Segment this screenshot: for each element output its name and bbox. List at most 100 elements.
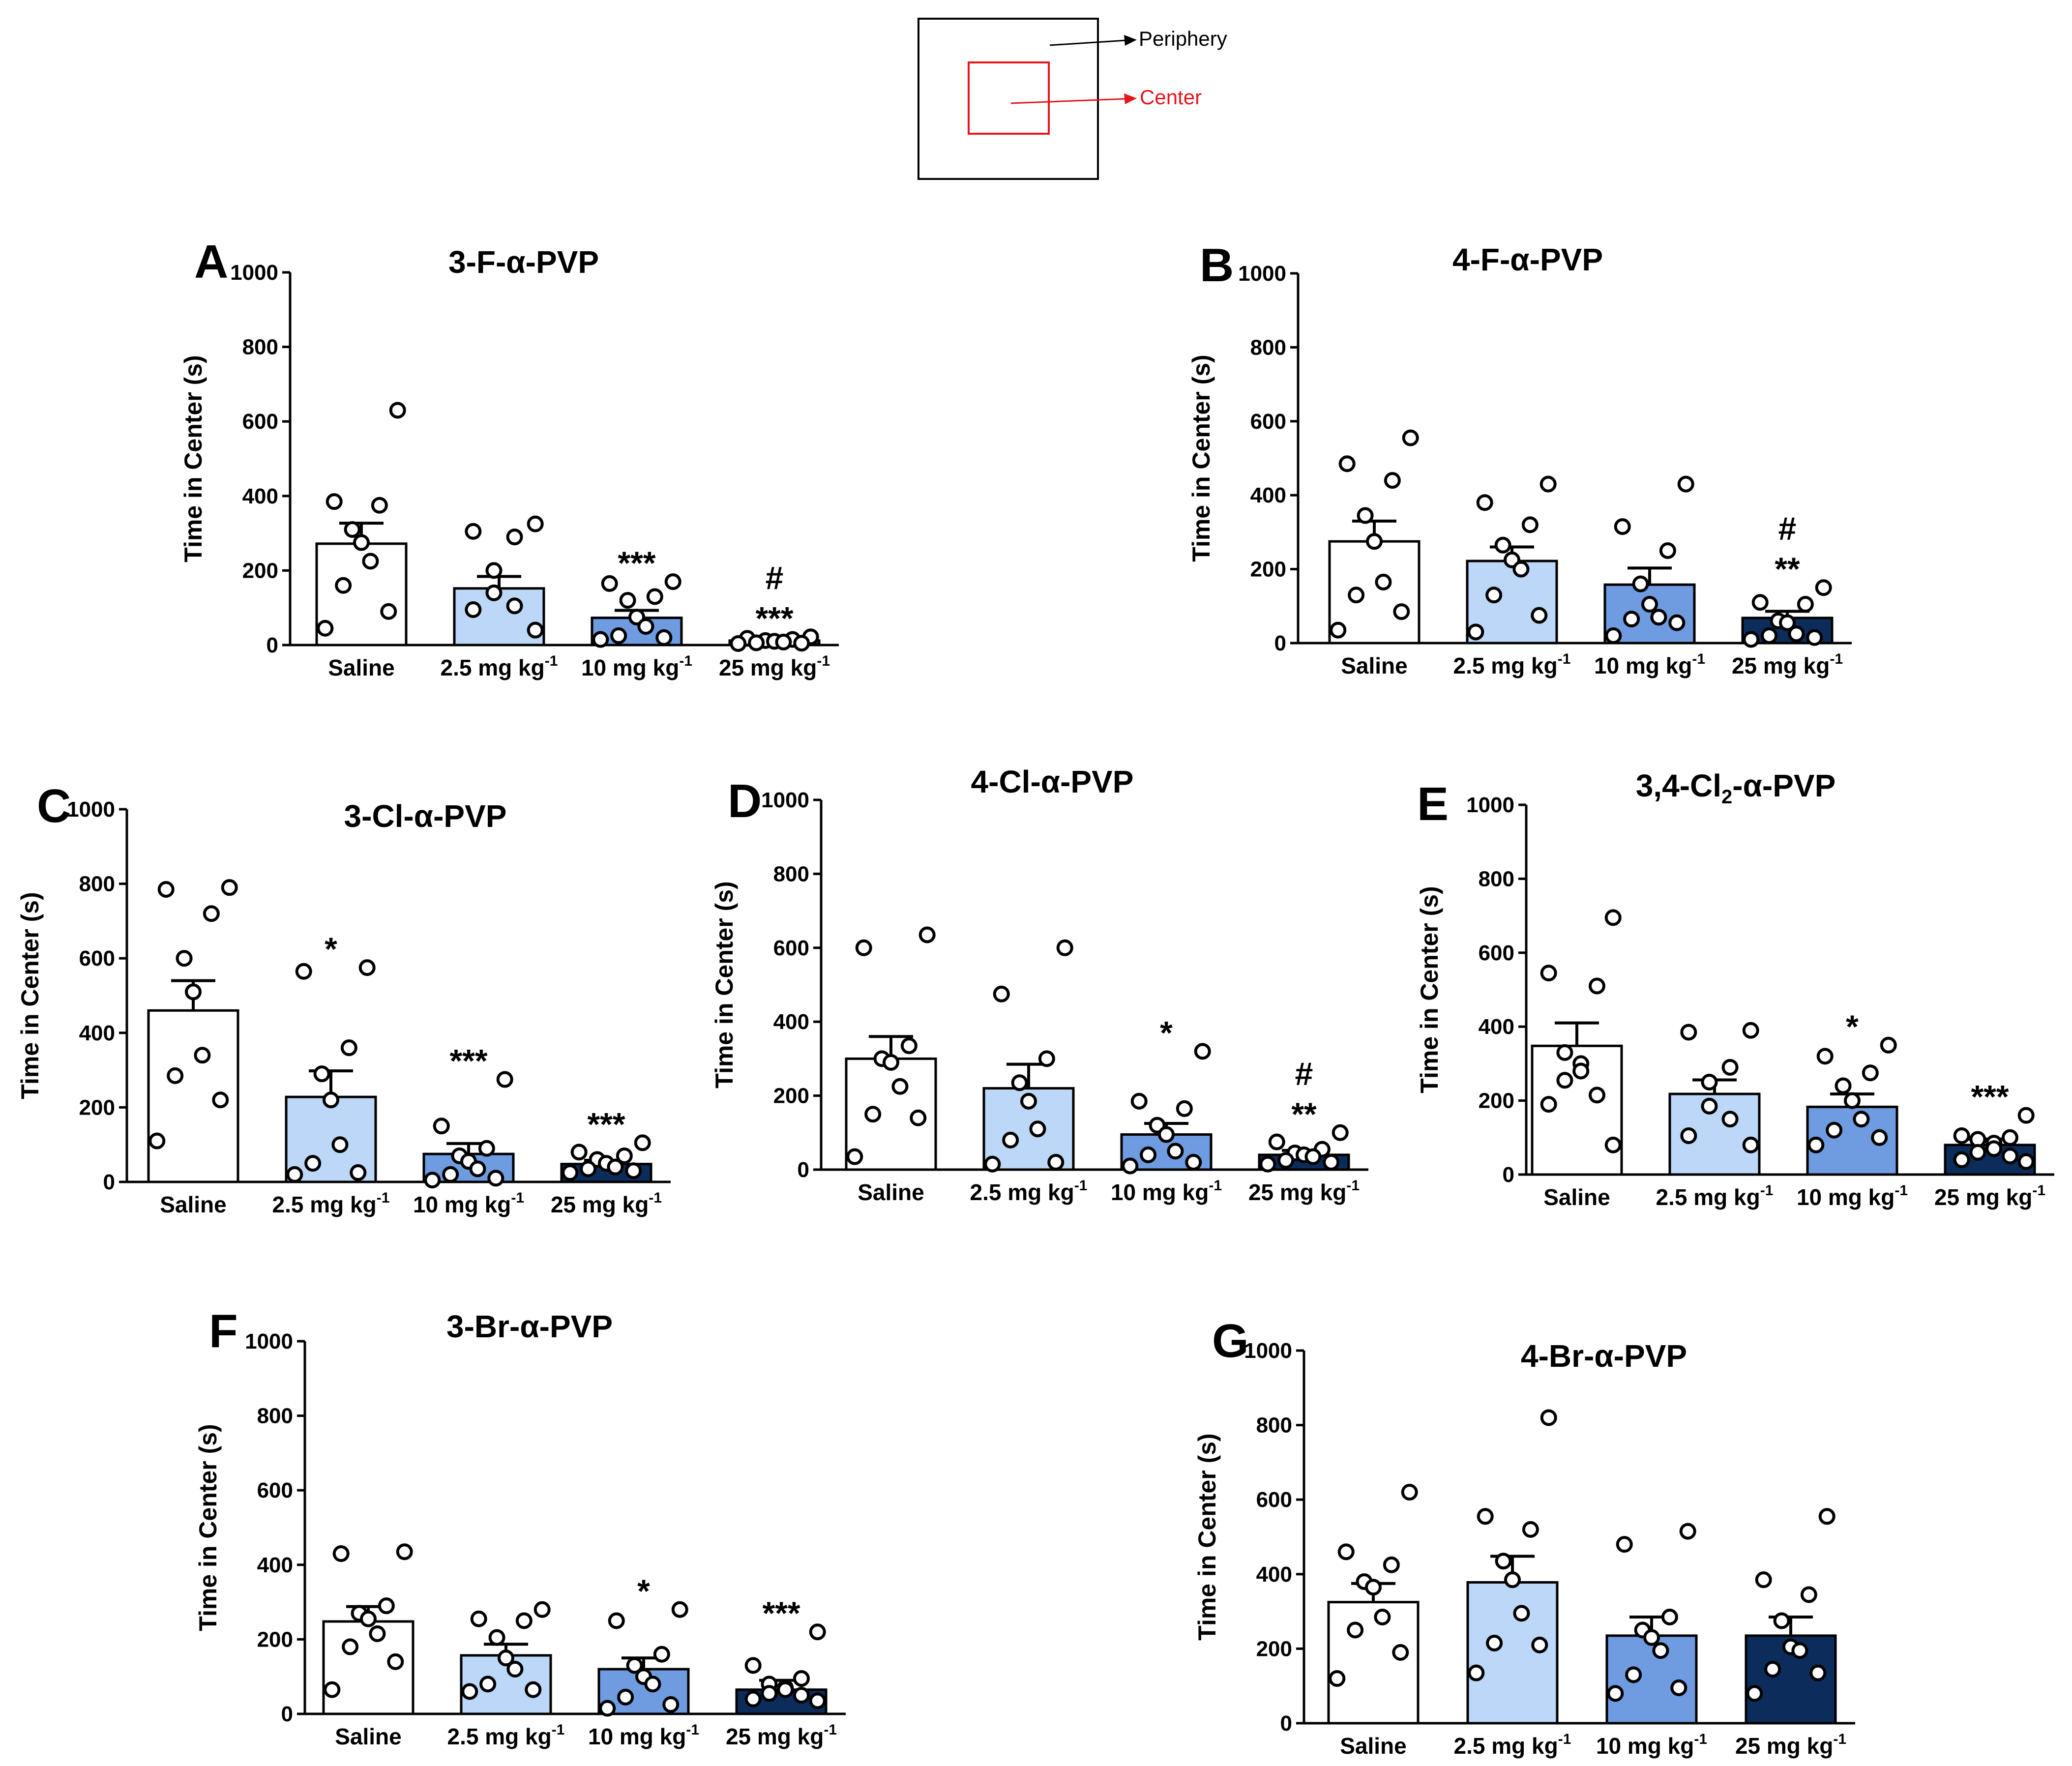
data-point [1680,1127,1697,1145]
data-point [671,1601,688,1618]
data-point [1670,1679,1687,1696]
data-point [1556,1072,1573,1089]
data-point [607,1158,624,1176]
y-tick-label: 1000 [1238,262,1286,286]
data-point [891,1078,909,1095]
panel-e: E 3,4-Cl2-α-PVP 0 200 400 600 800 1000 Time in C… [1416,768,2054,1210]
data-point [1332,1124,1349,1141]
data-point [331,1136,349,1153]
panel-f: F 3-Br-α-PVP 0 200 400 600 800 1000 Time in Cent… [194,1305,846,1749]
y-tick-label: 0 [266,633,278,657]
chart-title: 4-Cl-α-PVP [971,764,1134,799]
data-point [1807,1136,1825,1153]
data-point [1392,1644,1409,1661]
data-point [2001,1129,2018,1146]
significance-hash: # [766,559,784,596]
data-point [1816,1048,1834,1065]
data-point [1755,1571,1772,1589]
data-point [662,1696,680,1713]
data-point [1140,1146,1157,1163]
data-point [527,515,544,532]
data-point [619,592,636,609]
data-point [1661,1608,1678,1625]
data-point [846,1148,863,1165]
x-tick-label: 2.5 mg kg-1 [447,1722,565,1749]
data-point [1393,603,1410,620]
data-point [744,1690,762,1707]
data-point [864,1106,882,1123]
data-point [1853,1111,1870,1128]
data-point [485,584,503,601]
data-point [1742,1136,1759,1153]
x-tick-label: 25 mg kg-1 [551,1190,662,1217]
data-point [1742,1022,1759,1039]
y-tick-label: 800 [242,335,278,359]
chart-title: 3-F-α-PVP [448,244,599,280]
data-point [525,1681,542,1698]
data-point [599,1700,616,1717]
data-point [984,1155,1001,1173]
periphery-label: Periphery [1139,27,1227,50]
data-point [387,1653,404,1670]
data-point [485,562,503,579]
x-tick-label: 10 mg kg-1 [1594,651,1705,678]
chart-title: 3-Br-α-PVP [446,1309,613,1344]
y-axis-title: Time in Center (s) [1416,886,1443,1093]
data-point [506,1661,524,1678]
data-point [1791,1642,1808,1659]
x-tick-label: 25 mg kg-1 [1732,651,1843,678]
data-point [1402,429,1419,446]
data-point [194,1047,211,1064]
data-point [637,618,654,635]
x-tick-label: Saline [1543,1184,1610,1210]
data-point [1029,1120,1046,1138]
x-tick-label: 25 mg kg-1 [726,1722,837,1749]
panel-label: C [37,780,71,832]
data-point [1476,494,1493,511]
data-point [777,1681,794,1698]
data-point [2017,1153,2035,1170]
data-point [442,1166,459,1183]
data-point [360,1610,377,1627]
x-tick-label: 10 mg kg-1 [413,1190,524,1217]
data-point [793,1687,810,1704]
data-point [761,1685,778,1702]
data-point [1623,611,1640,628]
data-point [1330,621,1347,639]
data-point [580,1160,597,1177]
data-point [744,1657,762,1674]
data-point [1401,1484,1418,1501]
data-point [203,905,220,922]
panel-d: D 4-Cl-α-PVP 0 200 400 600 800 1000 Time in Cent… [710,764,1368,1205]
data-point [1985,1140,2003,1157]
data-point [1641,596,1658,613]
y-axis-title: Time in Center (s) [1193,1433,1221,1640]
x-tick-label: 2.5 mg kg-1 [970,1177,1088,1205]
data-point [1347,1621,1364,1639]
y-tick-label: 800 [773,862,809,886]
significance-stars: *** [449,1043,487,1079]
data-point [317,619,334,637]
data-point [1604,1136,1622,1153]
data-point [221,879,238,896]
data-point [378,1597,395,1615]
data-point [1348,587,1365,604]
panel-a: A 3-F-α-PVP 0 200 400 600 800 1000 Time in Cente… [179,235,839,680]
data-point [167,1067,184,1084]
data-point [1329,1670,1346,1687]
y-tick-label: 400 [1256,1562,1292,1587]
x-tick-label: 25 mg kg-1 [1735,1731,1846,1759]
data-point [344,521,361,538]
y-tick-label: 600 [1479,941,1514,965]
panel-label: B [1200,239,1234,292]
data-point [1477,1508,1494,1525]
y-tick-label: 800 [1479,867,1514,891]
data-point [1522,1521,1539,1538]
data-point [793,635,810,652]
data-point [1304,1148,1322,1165]
x-tick-label: 2.5 mg kg-1 [1453,651,1571,678]
data-point [389,402,406,419]
panel-label: F [209,1305,238,1357]
x-tick-label: 25 mg kg-1 [719,653,830,680]
data-point [1680,1024,1697,1041]
